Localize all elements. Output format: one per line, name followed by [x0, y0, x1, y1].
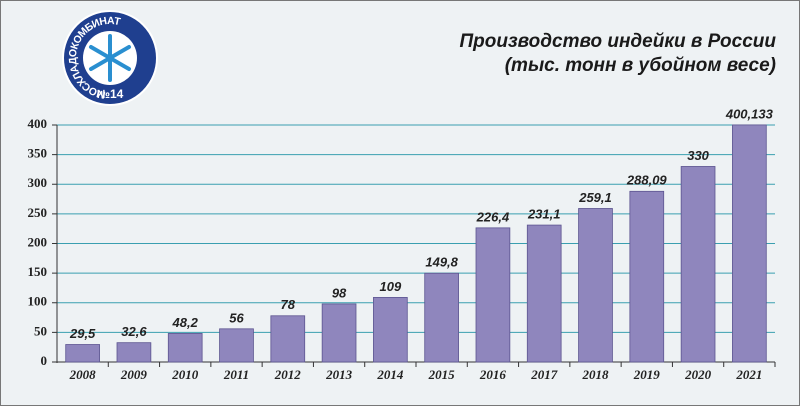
- y-tick-label: 400: [28, 116, 48, 131]
- bar: [373, 297, 408, 363]
- value-label: 109: [380, 279, 402, 294]
- value-label: 231,1: [527, 207, 561, 222]
- x-tick-label: 2016: [479, 367, 507, 382]
- y-tick-label: 100: [28, 294, 48, 309]
- value-label: 48,2: [172, 315, 199, 330]
- x-tick-label: 2011: [223, 367, 249, 382]
- bar: [424, 272, 459, 363]
- x-tick-label: 2013: [325, 367, 353, 382]
- value-label: 78: [281, 297, 296, 312]
- x-tick-label: 2012: [274, 367, 302, 382]
- y-tick-label: 350: [28, 146, 48, 161]
- value-label: 32,6: [121, 324, 147, 339]
- value-label: 56: [229, 310, 244, 325]
- logo-number: №14: [97, 87, 124, 101]
- bar: [219, 328, 254, 363]
- value-label: 288,09: [626, 173, 668, 188]
- y-tick-label: 250: [28, 205, 48, 220]
- x-tick-label: 2009: [120, 367, 148, 382]
- x-tick-label: 2018: [582, 367, 610, 382]
- bar: [321, 303, 357, 363]
- y-tick-label: 300: [28, 175, 48, 190]
- value-label: 29,5: [69, 326, 96, 341]
- chart-subtitle: (тыс. тонн в убойном весе): [505, 55, 776, 76]
- value-label: 330: [687, 148, 709, 163]
- x-tick-label: 2014: [376, 367, 404, 382]
- value-label: 98: [332, 285, 347, 300]
- x-tick-label: 2017: [530, 367, 558, 382]
- x-tick-label: 2010: [171, 367, 199, 382]
- x-tick-label: 2021: [735, 367, 762, 382]
- bar: [65, 344, 100, 363]
- bar: [475, 227, 511, 363]
- x-tick-label: 2008: [69, 367, 97, 382]
- bar: [578, 208, 613, 363]
- chart-title: Производство индейки в России: [459, 31, 776, 52]
- value-label: 259,1: [578, 190, 612, 205]
- bar: [270, 315, 306, 363]
- x-tick-label: 2019: [633, 367, 661, 382]
- value-label: 149,8: [425, 255, 458, 270]
- bar: [116, 342, 152, 363]
- value-label: 226,4: [476, 209, 510, 224]
- bar: [732, 124, 767, 363]
- x-tick-label: 2020: [684, 367, 712, 382]
- bar: [680, 166, 716, 363]
- y-tick-label: 50: [34, 323, 47, 338]
- logo: МОСХЛАДОКОМБИНАТ №14: [62, 10, 158, 106]
- y-tick-label: 200: [28, 234, 48, 249]
- bar: [629, 190, 665, 363]
- bar: [167, 333, 203, 363]
- bar: [526, 224, 562, 363]
- y-tick-label: 150: [28, 264, 48, 279]
- value-label: 400,133: [725, 106, 774, 121]
- x-tick-label: 2015: [428, 367, 456, 382]
- y-tick-label: 0: [41, 353, 48, 368]
